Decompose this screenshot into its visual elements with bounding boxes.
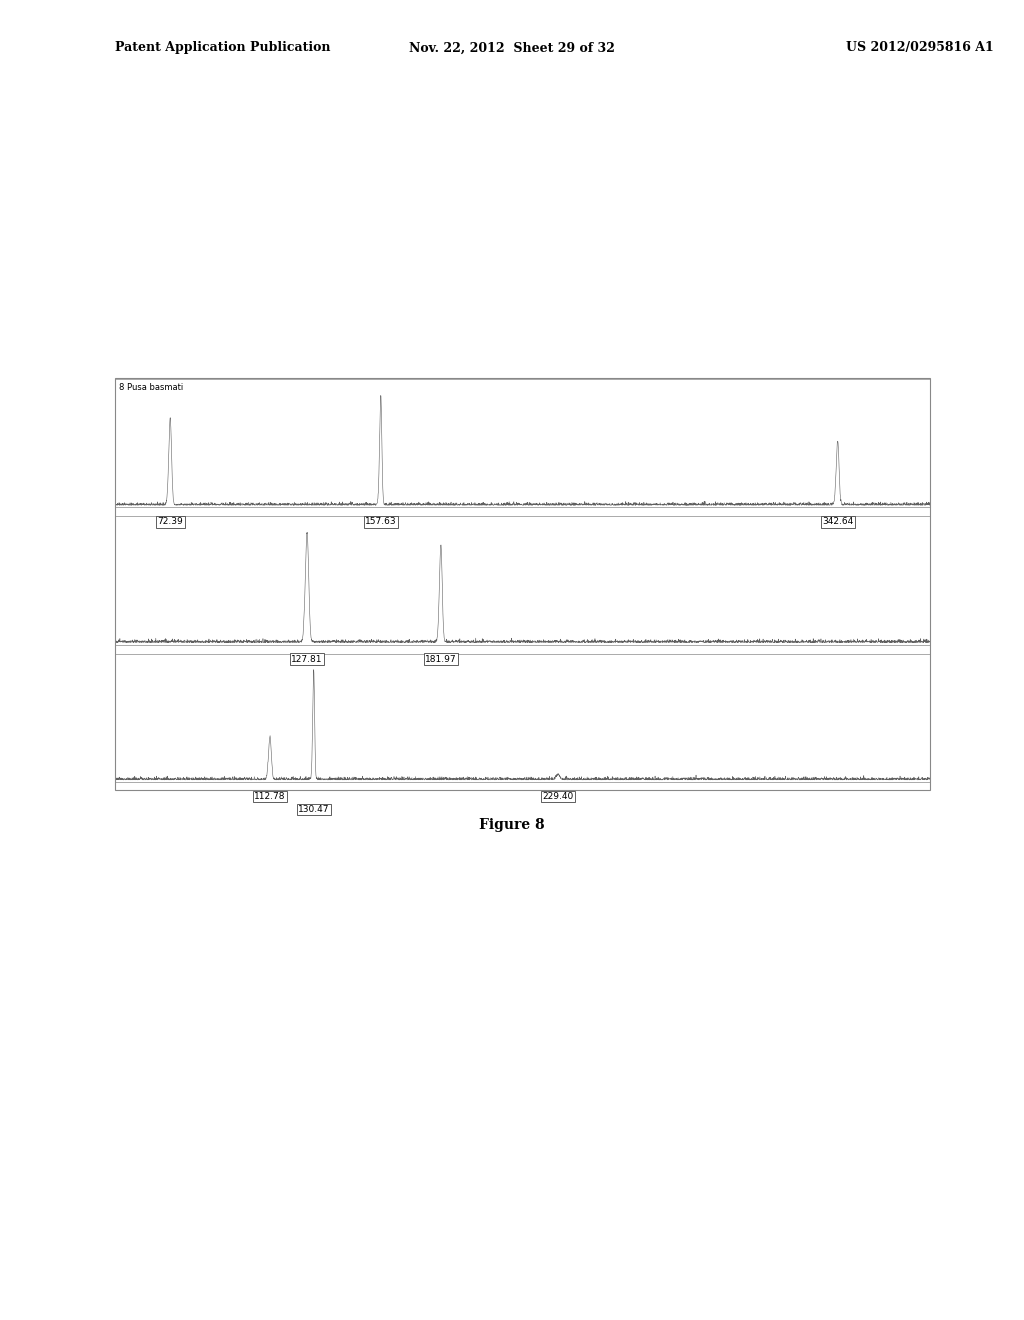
Text: Figure 8: Figure 8 (479, 818, 545, 832)
Text: 127.81: 127.81 (292, 655, 323, 664)
Text: 157.63: 157.63 (365, 517, 396, 527)
Text: 342.64: 342.64 (822, 517, 853, 527)
Text: US 2012/0295816 A1: US 2012/0295816 A1 (846, 41, 993, 54)
Text: 229.40: 229.40 (543, 792, 573, 801)
Text: Patent Application Publication: Patent Application Publication (115, 41, 330, 54)
Text: Nov. 22, 2012  Sheet 29 of 32: Nov. 22, 2012 Sheet 29 of 32 (409, 41, 615, 54)
Text: 130.47: 130.47 (298, 805, 330, 814)
Text: 112.78: 112.78 (254, 792, 286, 801)
Text: 181.97: 181.97 (425, 655, 457, 664)
Text: 72.39: 72.39 (158, 517, 183, 527)
Text: 8 Pusa basmati: 8 Pusa basmati (119, 383, 183, 392)
